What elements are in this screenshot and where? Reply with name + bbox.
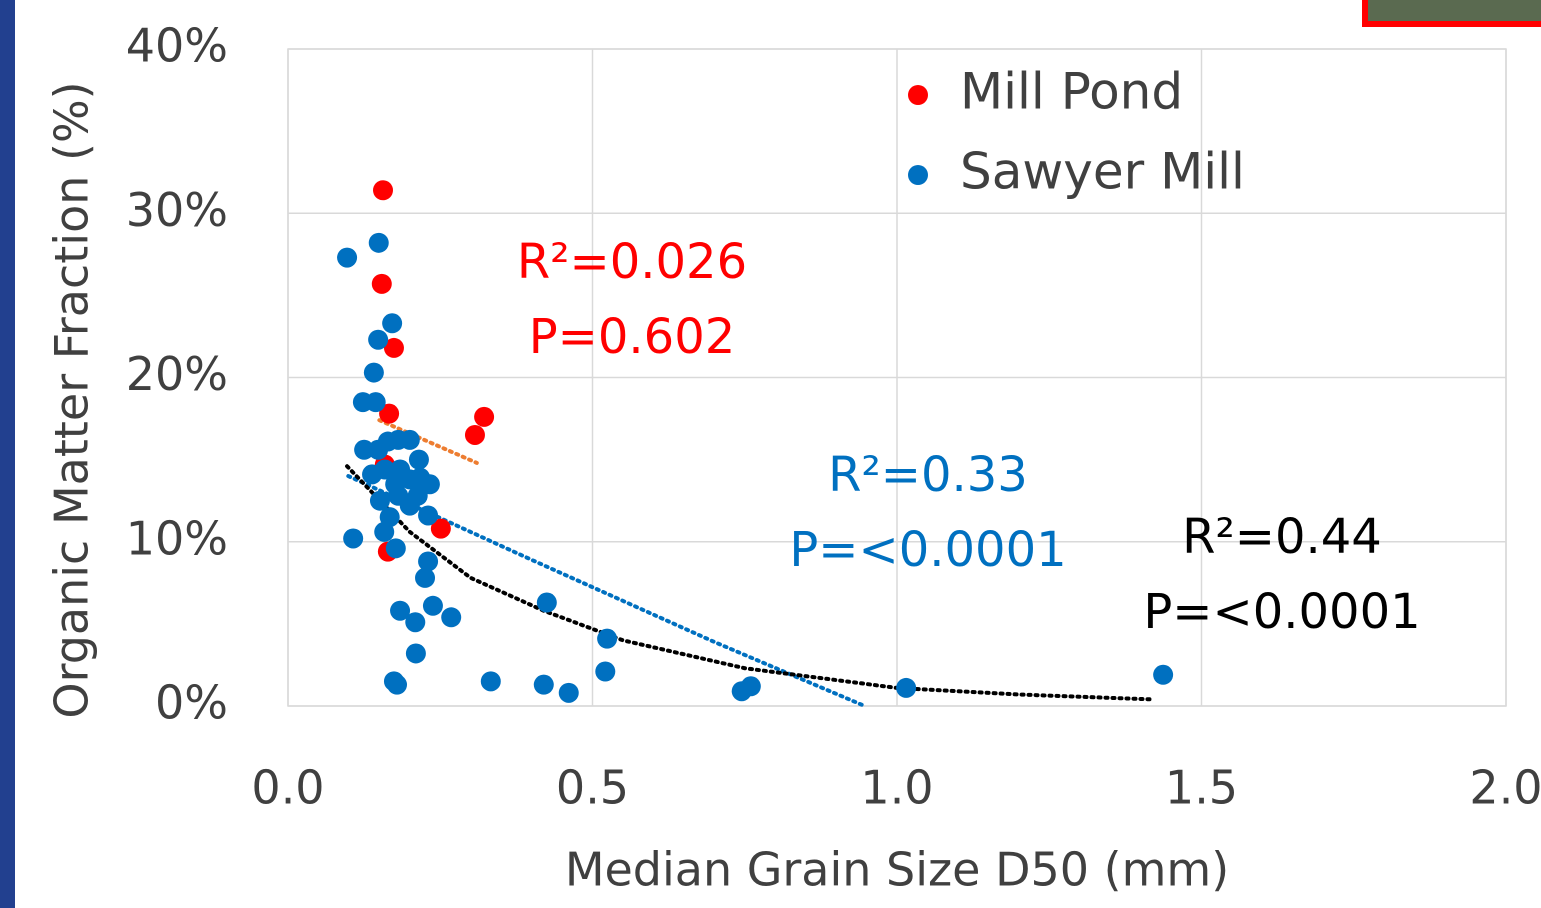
thumbnail — [1362, 0, 1541, 27]
data-point — [399, 429, 420, 450]
data-point — [418, 551, 439, 572]
legend-marker — [908, 165, 928, 185]
data-point — [373, 180, 394, 201]
y-tick-label: 20% — [126, 347, 228, 401]
data-point — [405, 612, 426, 633]
x-tick-label: 1.5 — [1165, 761, 1238, 815]
legend-label: Sawyer Mill — [960, 143, 1245, 201]
data-point — [387, 674, 408, 695]
data-point — [371, 273, 392, 294]
data-point — [405, 643, 426, 664]
data-point — [408, 449, 429, 470]
data-point — [896, 677, 917, 698]
annotation: P=<0.0001 — [789, 522, 1066, 578]
data-point — [464, 424, 485, 445]
data-point — [383, 337, 404, 358]
data-point — [430, 518, 451, 539]
data-point — [368, 232, 389, 253]
annotation: R²=0.33 — [828, 447, 1028, 503]
x-axis-title: Median Grain Size D50 (mm) — [565, 843, 1229, 897]
data-point — [343, 528, 364, 549]
side-bar — [0, 0, 15, 908]
data-point — [374, 459, 395, 480]
data-point — [337, 247, 358, 268]
legend-label: Mill Pond — [960, 63, 1183, 121]
data-point — [422, 595, 443, 616]
legend-marker — [908, 85, 928, 105]
y-tick-label: 40% — [126, 19, 228, 73]
y-tick-label: 10% — [126, 511, 228, 565]
data-point — [1153, 664, 1174, 685]
y-tick-label: 30% — [126, 183, 228, 237]
data-point — [480, 671, 501, 692]
data-point — [368, 329, 389, 350]
annotation: P=0.602 — [529, 309, 736, 365]
annotation: P=<0.0001 — [1143, 584, 1420, 640]
plot-border — [287, 48, 1507, 707]
data-point — [533, 674, 554, 695]
y-axis-title: Organic Matter Fraction (%) — [45, 81, 99, 718]
x-tick-label: 2.0 — [1469, 761, 1541, 815]
data-point — [379, 403, 400, 424]
x-tick-label: 1.0 — [860, 761, 933, 815]
data-point — [415, 567, 436, 588]
data-point — [369, 490, 390, 511]
data-point — [365, 392, 386, 413]
trendline — [345, 464, 1155, 702]
data-point — [558, 682, 579, 703]
trendline — [346, 474, 867, 708]
y-tick-label: 0% — [155, 676, 228, 730]
annotation: R²=0.026 — [517, 234, 747, 290]
data-point — [474, 406, 495, 427]
annotation: R²=0.44 — [1182, 509, 1382, 565]
data-point — [354, 439, 375, 460]
data-point — [740, 676, 761, 697]
data-point — [382, 313, 403, 334]
x-tick-label: 0.5 — [556, 761, 629, 815]
data-point — [536, 592, 557, 613]
trendline — [377, 418, 479, 465]
data-point — [407, 485, 428, 506]
data-point — [597, 628, 618, 649]
data-point — [418, 505, 439, 526]
data-point — [363, 362, 384, 383]
data-point — [374, 521, 395, 542]
x-tick-label: 0.0 — [251, 761, 324, 815]
data-point — [595, 661, 616, 682]
data-point — [441, 607, 462, 628]
data-point — [385, 538, 406, 559]
data-point — [390, 600, 411, 621]
